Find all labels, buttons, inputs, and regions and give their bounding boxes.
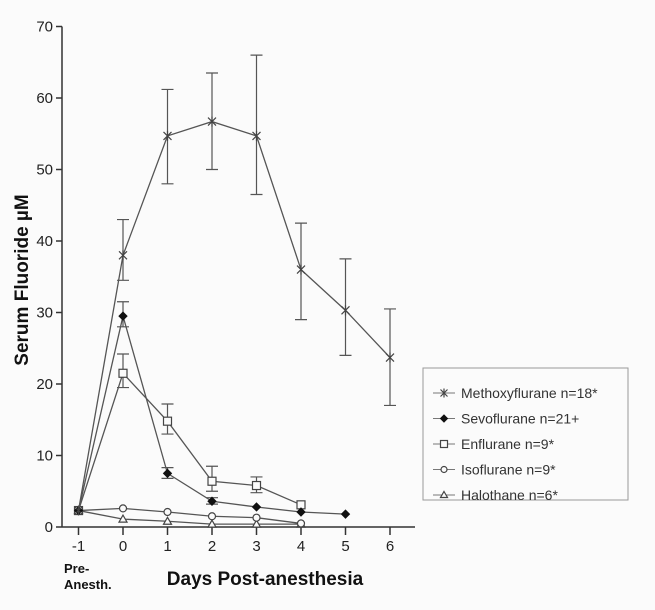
series-line — [77, 372, 302, 511]
data-point — [341, 305, 350, 316]
axes: 0 10 20 30 40 50 60 70 -1 0 1 2 3 4 5 6 — [36, 19, 415, 555]
legend-marker — [439, 490, 449, 499]
pre-anesth-line: Anesth. — [64, 577, 112, 592]
data-point — [251, 518, 262, 528]
y-axis-title: Serum Fluoride µM — [12, 194, 33, 365]
data-point — [340, 509, 351, 519]
data-point — [207, 476, 217, 486]
legend-item: Enflurane n=9* — [433, 436, 555, 452]
legend-item: Halothane n=6* — [433, 487, 558, 503]
x-tick-label: 0 — [119, 538, 127, 555]
y-tick-label: 60 — [36, 90, 53, 107]
series-line — [78, 509, 301, 525]
data-point — [118, 368, 128, 378]
data-point — [252, 130, 261, 141]
data-point — [162, 516, 173, 525]
legend-item: Sevoflurane n=21+ — [433, 411, 579, 427]
y-tick-label: 70 — [36, 19, 53, 36]
legend-label: Halothane n=6* — [461, 487, 558, 503]
series-line — [78, 507, 302, 525]
series-line — [77, 120, 391, 511]
legend-marker — [440, 388, 448, 398]
legend-item: Isoflurane n=9* — [433, 462, 556, 478]
x-tick-label: 6 — [386, 538, 394, 555]
data-point — [118, 250, 128, 261]
data-point — [251, 480, 262, 491]
legend-label: Isoflurane n=9* — [461, 462, 556, 478]
data-point — [206, 518, 218, 528]
pre-anesth-line: Pre- — [64, 561, 89, 576]
legend-marker — [440, 465, 448, 474]
x-tick-label: 4 — [297, 538, 305, 555]
legend-label: Sevoflurane n=21+ — [461, 411, 579, 427]
data-point — [74, 505, 83, 516]
legend: Methoxyflurane n=18* Sevoflurane n=21+ Enf… — [422, 367, 629, 503]
y-tick-label: 50 — [36, 162, 53, 179]
y-tick-label: 40 — [36, 233, 53, 250]
data-point — [163, 507, 172, 517]
data-point — [251, 502, 262, 512]
pre-anesth-label: Pre-Anesth. — [64, 561, 112, 592]
legend-marker — [439, 439, 449, 449]
error-bar — [117, 218, 129, 281]
y-tick-label: 0 — [45, 519, 53, 536]
data-point — [296, 264, 306, 275]
x-tick-label: 1 — [163, 538, 171, 555]
data-point — [296, 507, 306, 517]
x-tick-label: 2 — [208, 538, 216, 555]
data-point — [162, 416, 173, 426]
x-tick-label: -1 — [72, 538, 85, 555]
y-tick-label: 20 — [36, 376, 53, 393]
legend-item: Methoxyflurane n=18* — [433, 385, 598, 401]
data-point — [252, 513, 261, 522]
legend-label: Methoxyflurane n=18* — [461, 385, 598, 401]
x-tick-label: 3 — [252, 538, 260, 555]
data-point — [207, 116, 217, 127]
legend-marker — [439, 414, 449, 423]
data-point — [207, 512, 217, 521]
data-point — [162, 468, 173, 479]
data-point — [385, 352, 395, 363]
y-tick-label: 30 — [36, 305, 53, 322]
data-point — [117, 513, 129, 523]
x-tick-label: 5 — [341, 538, 349, 555]
legend-label: Enflurane n=9* — [461, 436, 555, 452]
x-axis-title: Days Post-anesthesia — [167, 569, 364, 590]
data-point — [118, 504, 128, 513]
y-tick-label: 10 — [36, 448, 53, 465]
data-point — [296, 519, 306, 528]
data-marks — [73, 54, 396, 528]
data-point — [207, 496, 217, 506]
series-methoxyflurane — [74, 54, 396, 516]
error-bar — [250, 54, 263, 196]
data-point — [163, 130, 172, 141]
data-point — [118, 311, 128, 321]
